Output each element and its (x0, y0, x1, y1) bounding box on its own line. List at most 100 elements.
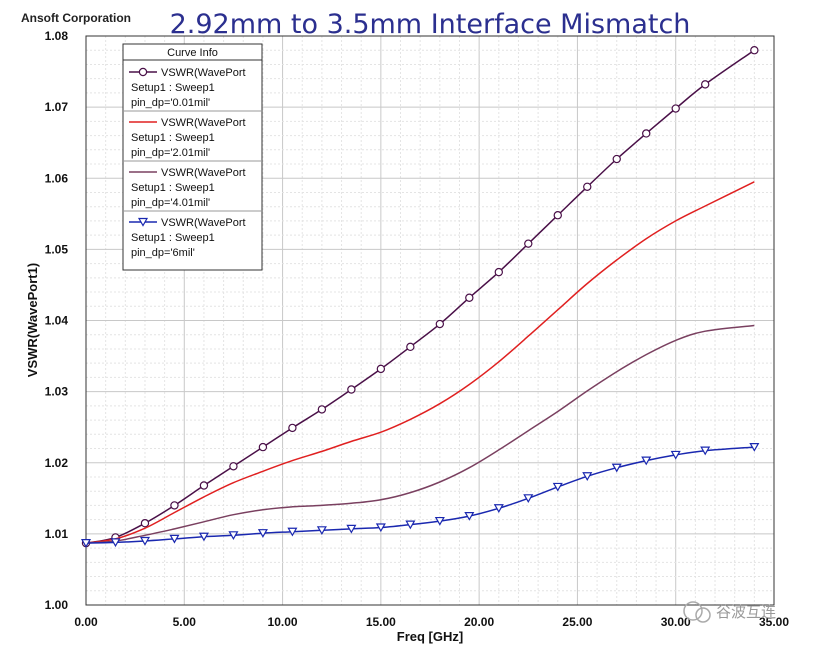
legend-entry: VSWR(WavePort Setup1 : Sweep1 pin_dp='4.01… (129, 167, 246, 209)
x-axis-label: Freq [GHz] (397, 629, 463, 644)
circle-marker (583, 182, 592, 191)
triangle-marker (405, 520, 416, 530)
circle-marker (642, 129, 651, 138)
legend-series-name: VSWR(WavePort (161, 117, 246, 129)
circle-marker (406, 342, 415, 352)
x-tick-label: 20.00 (464, 615, 494, 629)
triangle-marker (434, 516, 445, 526)
triangle-marker (611, 463, 622, 473)
plot-grid (86, 36, 774, 605)
chart-title: 2.92mm to 3.5mm Interface Mismatch (170, 9, 691, 40)
circle-marker (199, 481, 209, 490)
triangle-marker (670, 450, 681, 460)
x-tick-label: 15.00 (366, 615, 396, 629)
y-tick-label: 1.07 (45, 100, 69, 114)
x-tick-label: 10.00 (268, 615, 298, 629)
y-tick-label: 1.05 (45, 242, 69, 256)
vendor-label: Ansoft Corporation (21, 11, 131, 25)
plot-frame (85, 35, 775, 606)
legend-setup: Setup1 : Sweep1 (131, 132, 215, 144)
triangle-marker (257, 529, 268, 538)
watermark-text: 谷波互连 (716, 603, 776, 621)
circle-marker (138, 67, 148, 77)
legend-param: pin_dp='0.01mil' (131, 97, 210, 109)
x-tick-label: 5.00 (173, 615, 197, 629)
legend-entry: VSWR(WavePort Setup1 : Sweep1 pin_dp='6mil… (129, 217, 246, 259)
legend-setup: Setup1 : Sweep1 (131, 82, 215, 94)
y-tick-label: 1.04 (45, 314, 69, 328)
triangle-marker (316, 526, 327, 536)
circle-marker (229, 462, 238, 471)
watermark: 谷波互连 (683, 601, 776, 623)
circle-marker (140, 519, 150, 528)
triangle-marker (110, 538, 121, 548)
legend-param: pin_dp='6mil' (131, 247, 195, 259)
legend-setup: Setup1 : Sweep1 (131, 232, 215, 244)
legend-entry: VSWR(WavePort Setup1 : Sweep1 pin_dp='2.01… (129, 117, 246, 159)
triangle-marker (523, 494, 534, 504)
triangle-marker (493, 504, 504, 513)
circle-marker (258, 442, 268, 452)
legend-setup: Setup1 : Sweep1 (131, 182, 215, 194)
circle-marker (494, 267, 503, 277)
triangle-marker (198, 532, 209, 542)
y-tick-label: 1.02 (45, 456, 69, 470)
legend-box (122, 43, 263, 271)
circle-marker (465, 293, 474, 302)
circle-marker (347, 385, 356, 394)
circle-marker (435, 319, 445, 329)
triangle-marker (80, 539, 92, 548)
legend-series-name: VSWR(WavePort (161, 217, 246, 229)
y-axis-label: VSWR(WavePort1) (25, 263, 40, 377)
series-layer (80, 46, 760, 548)
circle-marker (553, 211, 562, 220)
triangle-marker (582, 472, 593, 481)
x-tick-label: 0.00 (74, 615, 98, 629)
triangle-marker (228, 531, 239, 541)
circle-marker (288, 423, 297, 433)
legend-param: pin_dp='4.01mil' (131, 197, 210, 209)
series-line (85, 181, 755, 544)
legend-entry: VSWR(WavePort Setup1 : Sweep1 pin_dp='0.01… (129, 67, 246, 109)
axis-ticks: 0.00 5.00 10.00 15.00 20.00 25.00 30.00 35.00 1.… (45, 29, 790, 629)
circle-marker (750, 46, 759, 55)
y-tick-label: 1.00 (45, 598, 69, 612)
series-2 (85, 181, 755, 544)
triangle-marker (287, 527, 298, 537)
wechat-icon-bubble (695, 607, 711, 623)
circle-marker (376, 364, 386, 374)
triangle-marker (749, 443, 760, 452)
circle-marker (671, 104, 680, 113)
y-tick-label: 1.08 (45, 29, 69, 43)
circle-marker (170, 501, 179, 510)
legend-title: Curve Info (167, 47, 218, 59)
y-tick-label: 1.03 (45, 385, 69, 399)
circle-marker (701, 80, 710, 89)
y-tick-label: 1.06 (45, 171, 69, 185)
circle-marker (524, 239, 533, 248)
triangle-marker (700, 446, 711, 456)
triangle-marker (139, 536, 151, 546)
x-tick-label: 30.00 (661, 615, 691, 629)
series-3 (85, 324, 755, 544)
legend-series-name: VSWR(WavePort (161, 67, 246, 79)
series-line (85, 324, 755, 544)
circle-marker (612, 154, 621, 164)
triangle-marker (346, 524, 357, 534)
x-tick-label: 25.00 (562, 615, 592, 629)
y-tick-label: 1.01 (45, 527, 69, 541)
triangle-marker (137, 217, 149, 227)
triangle-marker (464, 511, 475, 521)
circle-marker (317, 405, 327, 414)
triangle-marker (375, 523, 386, 533)
triangle-marker (552, 482, 563, 492)
wechat-icon (683, 601, 703, 621)
legend: Curve Info VSWR(WavePort Setup1 : Sweep1 pi… (122, 43, 263, 271)
legend-series-name: VSWR(WavePort (161, 167, 246, 179)
triangle-marker (641, 456, 652, 466)
series-4 (80, 443, 760, 548)
triangle-marker (169, 534, 180, 544)
x-tick-label: 35.00 (759, 615, 789, 629)
legend-param: pin_dp='2.01mil' (131, 147, 210, 159)
